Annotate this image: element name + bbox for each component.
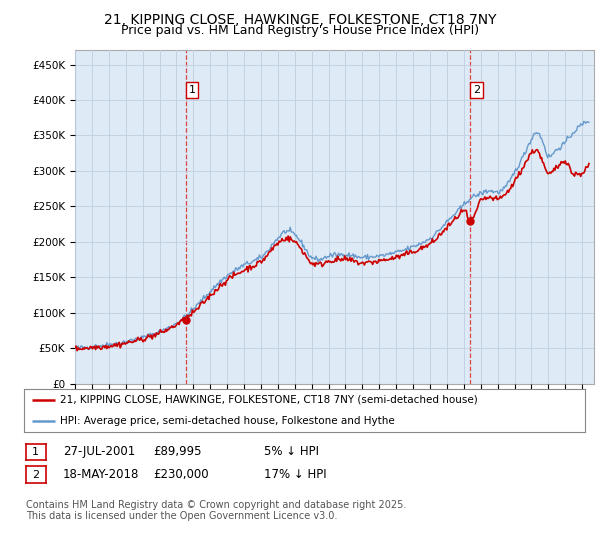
Text: 2: 2 bbox=[473, 85, 480, 95]
Text: 21, KIPPING CLOSE, HAWKINGE, FOLKESTONE, CT18 7NY: 21, KIPPING CLOSE, HAWKINGE, FOLKESTONE,… bbox=[104, 13, 496, 27]
Text: 2: 2 bbox=[32, 470, 39, 480]
Text: 5% ↓ HPI: 5% ↓ HPI bbox=[264, 445, 319, 459]
Text: 18-MAY-2018: 18-MAY-2018 bbox=[63, 468, 139, 482]
Text: £230,000: £230,000 bbox=[153, 468, 209, 482]
Text: 21, KIPPING CLOSE, HAWKINGE, FOLKESTONE, CT18 7NY (semi-detached house): 21, KIPPING CLOSE, HAWKINGE, FOLKESTONE,… bbox=[61, 395, 478, 404]
Text: HPI: Average price, semi-detached house, Folkestone and Hythe: HPI: Average price, semi-detached house,… bbox=[61, 417, 395, 426]
Text: 1: 1 bbox=[188, 85, 196, 95]
Text: 27-JUL-2001: 27-JUL-2001 bbox=[63, 445, 135, 459]
Text: £89,995: £89,995 bbox=[153, 445, 202, 459]
Text: Contains HM Land Registry data © Crown copyright and database right 2025.
This d: Contains HM Land Registry data © Crown c… bbox=[26, 500, 406, 521]
Text: Price paid vs. HM Land Registry's House Price Index (HPI): Price paid vs. HM Land Registry's House … bbox=[121, 24, 479, 36]
Text: 17% ↓ HPI: 17% ↓ HPI bbox=[264, 468, 326, 482]
Text: 1: 1 bbox=[32, 447, 39, 457]
